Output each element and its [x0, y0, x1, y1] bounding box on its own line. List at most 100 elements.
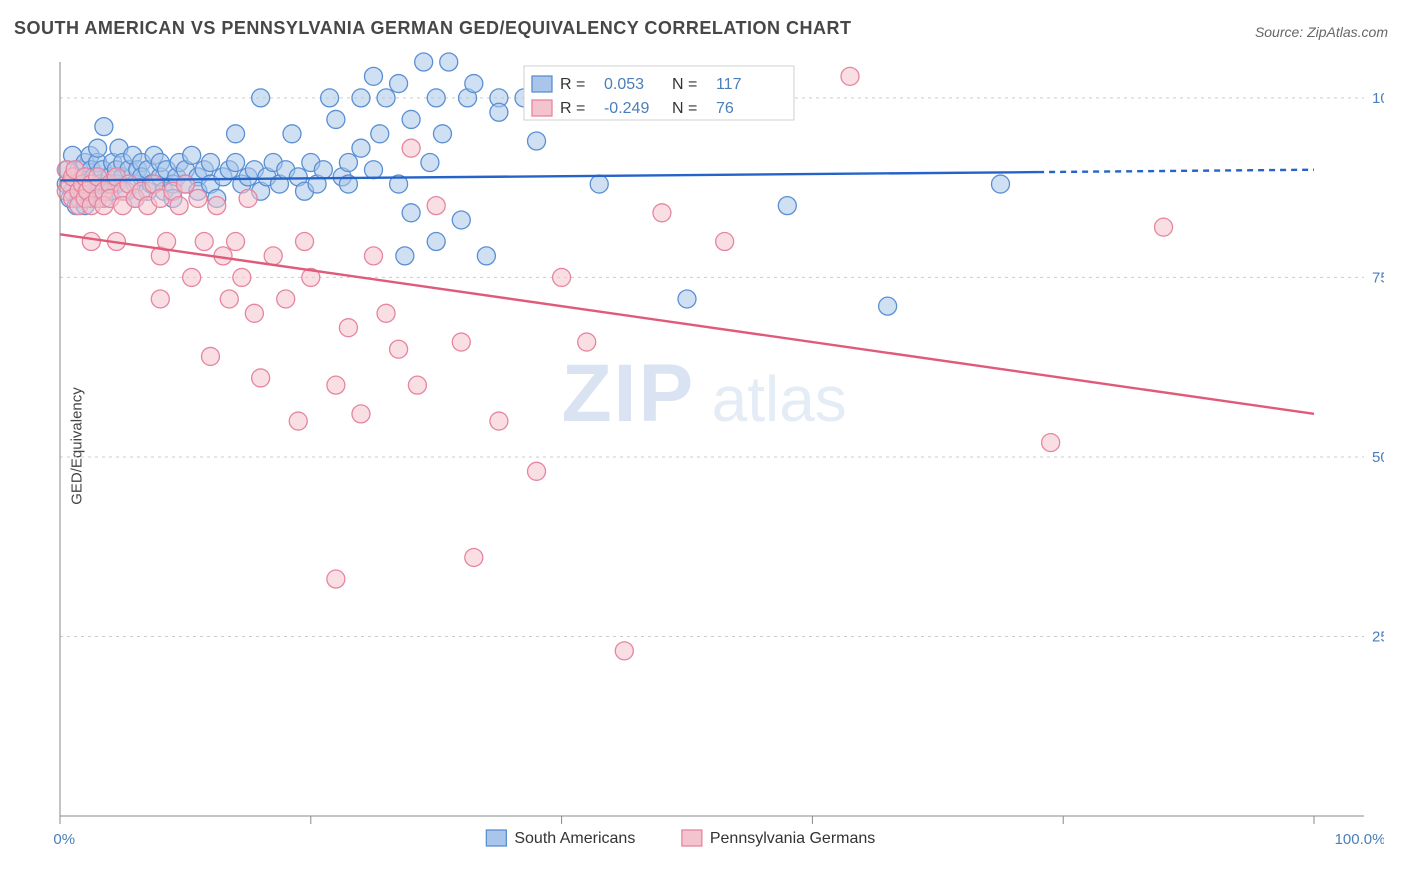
scatter-point — [201, 154, 219, 172]
legend-n-value: 117 — [716, 76, 742, 93]
legend-swatch — [532, 100, 552, 116]
scatter-point — [183, 268, 201, 286]
scatter-point — [490, 412, 508, 430]
scatter-point — [352, 89, 370, 107]
scatter-point — [195, 233, 213, 251]
legend-r-value: -0.249 — [604, 100, 649, 117]
scatter-point — [252, 89, 270, 107]
scatter-point — [352, 139, 370, 157]
scatter-point — [992, 175, 1010, 193]
scatter-point — [528, 462, 546, 480]
scatter-point — [490, 103, 508, 121]
trend-line-extrapolated — [1038, 170, 1314, 172]
scatter-point — [408, 376, 426, 394]
scatter-point — [377, 89, 395, 107]
legend-series-label: South Americans — [514, 830, 635, 847]
scatter-point — [396, 247, 414, 265]
y-tick-label: 25.0% — [1372, 628, 1384, 645]
scatter-point — [233, 268, 251, 286]
scatter-point — [277, 290, 295, 308]
legend-n-label: N = — [672, 100, 697, 117]
scatter-point — [477, 247, 495, 265]
scatter-point — [201, 347, 219, 365]
source-attribution: Source: ZipAtlas.com — [1255, 24, 1388, 40]
legend-r-value: 0.053 — [604, 76, 644, 93]
scatter-point — [82, 233, 100, 251]
scatter-point — [227, 154, 245, 172]
scatter-point — [365, 161, 383, 179]
scatter-point — [440, 53, 458, 71]
scatter-point — [321, 89, 339, 107]
scatter-point — [427, 233, 445, 251]
scatter-point — [553, 268, 571, 286]
scatter-point — [427, 89, 445, 107]
scatter-point — [327, 376, 345, 394]
chart-container: { "title": "SOUTH AMERICAN VS PENNSYLVAN… — [0, 0, 1406, 892]
watermark-text: atlas — [712, 363, 847, 435]
legend-series-label: Pennsylvania Germans — [710, 830, 875, 847]
scatter-point — [89, 139, 107, 157]
legend-n-value: 76 — [716, 100, 734, 117]
scatter-point — [578, 333, 596, 351]
scatter-point — [327, 570, 345, 588]
scatter-point — [421, 154, 439, 172]
scatter-point — [289, 412, 307, 430]
y-tick-label: 50.0% — [1372, 449, 1384, 466]
scatter-point — [402, 110, 420, 128]
scatter-point — [170, 197, 188, 215]
scatter-point — [528, 132, 546, 150]
scatter-point — [314, 161, 332, 179]
x-tick-label: 0.0% — [54, 831, 75, 848]
scatter-point — [841, 67, 859, 85]
scatter-point — [339, 319, 357, 337]
scatter-point — [716, 233, 734, 251]
legend-swatch — [682, 830, 702, 846]
scatter-point — [433, 125, 451, 143]
scatter-point — [151, 290, 169, 308]
x-tick-label: 100.0% — [1335, 831, 1384, 848]
watermark-text: ZIP — [562, 348, 696, 439]
scatter-point — [778, 197, 796, 215]
scatter-point — [465, 75, 483, 93]
scatter-point — [452, 211, 470, 229]
scatter-point — [365, 67, 383, 85]
legend-r-label: R = — [560, 100, 585, 117]
scatter-point — [327, 110, 345, 128]
scatter-chart: ZIPatlas 0.0% 100.0% 25.0% 50.0% 75.0% 100.0% R… — [54, 46, 1384, 866]
scatter-point — [95, 118, 113, 136]
legend-n-label: N = — [672, 76, 697, 93]
scatter-point — [452, 333, 470, 351]
scatter-point — [879, 297, 897, 315]
scatter-point — [390, 75, 408, 93]
scatter-point — [1155, 218, 1173, 236]
scatter-point — [415, 53, 433, 71]
scatter-point — [371, 125, 389, 143]
scatter-point — [220, 290, 238, 308]
scatter-point — [264, 247, 282, 265]
scatter-point — [465, 548, 483, 566]
scatter-point — [402, 204, 420, 222]
scatter-point — [352, 405, 370, 423]
scatter-point — [245, 304, 263, 322]
y-tick-label: 75.0% — [1372, 269, 1384, 286]
y-tick-label: 100.0% — [1372, 90, 1384, 107]
scatter-point — [189, 189, 207, 207]
scatter-point — [427, 197, 445, 215]
legend-swatch — [486, 830, 506, 846]
scatter-point — [296, 233, 314, 251]
chart-title: SOUTH AMERICAN VS PENNSYLVANIA GERMAN GE… — [14, 18, 852, 39]
scatter-point — [252, 369, 270, 387]
scatter-point — [1042, 434, 1060, 452]
scatter-point — [283, 125, 301, 143]
scatter-point — [176, 175, 194, 193]
scatter-point — [653, 204, 671, 222]
scatter-point — [339, 154, 357, 172]
scatter-point — [183, 146, 201, 164]
scatter-point — [390, 340, 408, 358]
scatter-point — [208, 197, 226, 215]
scatter-point — [377, 304, 395, 322]
scatter-point — [402, 139, 420, 157]
legend-swatch — [532, 76, 552, 92]
scatter-point — [678, 290, 696, 308]
scatter-point — [590, 175, 608, 193]
